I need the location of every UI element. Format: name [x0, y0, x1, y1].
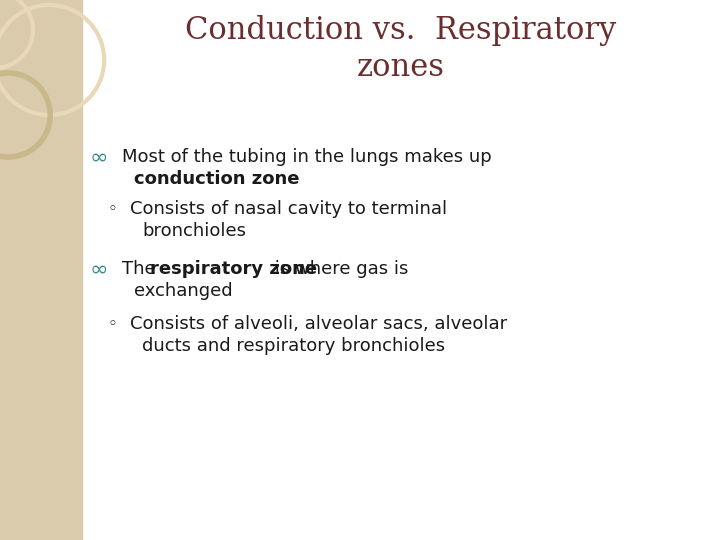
Text: is where gas is: is where gas is: [269, 260, 408, 278]
Text: ◦: ◦: [107, 200, 117, 218]
Text: ∞: ∞: [90, 148, 109, 168]
Text: respiratory zone: respiratory zone: [150, 260, 317, 278]
Text: Consists of alveoli, alveolar sacs, alveolar: Consists of alveoli, alveolar sacs, alve…: [130, 315, 507, 333]
Text: Most of the tubing in the lungs makes up: Most of the tubing in the lungs makes up: [122, 148, 492, 166]
Text: ◦: ◦: [107, 315, 117, 333]
Bar: [0, 0, 82, 540]
Text: conduction zone: conduction zone: [134, 170, 300, 188]
Text: exchanged: exchanged: [134, 282, 233, 300]
Text: ∞: ∞: [90, 260, 109, 280]
Text: Consists of nasal cavity to terminal: Consists of nasal cavity to terminal: [130, 200, 447, 218]
Text: bronchioles: bronchioles: [142, 222, 246, 240]
Text: ducts and respiratory bronchioles: ducts and respiratory bronchioles: [142, 337, 445, 355]
Text: Conduction vs.  Respiratory
zones: Conduction vs. Respiratory zones: [185, 15, 616, 83]
Text: The: The: [122, 260, 161, 278]
